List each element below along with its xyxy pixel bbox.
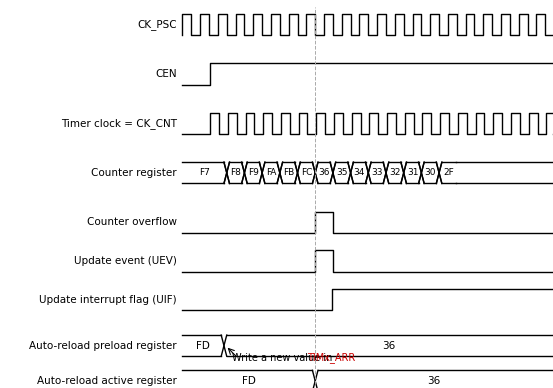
Text: FA: FA [266,168,276,177]
Text: 36: 36 [427,376,441,386]
Text: 31: 31 [407,168,418,177]
Text: F8: F8 [230,168,241,177]
Text: 33: 33 [372,168,383,177]
Text: Counter register: Counter register [91,168,177,178]
Text: Auto-reload preload register: Auto-reload preload register [29,341,177,351]
Text: Auto-reload active register: Auto-reload active register [37,376,177,386]
Text: FC: FC [301,168,312,177]
Text: Timer clock = CK_CNT: Timer clock = CK_CNT [61,118,177,129]
Text: Write a new value in: Write a new value in [232,353,336,363]
Text: Update interrupt flag (UIF): Update interrupt flag (UIF) [39,295,177,305]
Text: 32: 32 [389,168,400,177]
Text: 35: 35 [336,168,347,177]
Text: Update event (UEV): Update event (UEV) [74,256,177,266]
Text: Counter overflow: Counter overflow [87,217,177,227]
Text: CK_PSC: CK_PSC [137,19,177,30]
Text: FB: FB [283,168,294,177]
Text: CEN: CEN [155,69,177,79]
Text: TIMx_ARR: TIMx_ARR [307,353,355,364]
Text: F7: F7 [199,168,210,177]
Text: 30: 30 [425,168,436,177]
Text: 36: 36 [319,168,330,177]
Text: 34: 34 [354,168,365,177]
Text: 36: 36 [382,341,395,351]
Text: FD: FD [242,376,256,386]
Text: 2F: 2F [444,168,455,177]
Text: FD: FD [196,341,210,351]
Text: F9: F9 [248,168,259,177]
